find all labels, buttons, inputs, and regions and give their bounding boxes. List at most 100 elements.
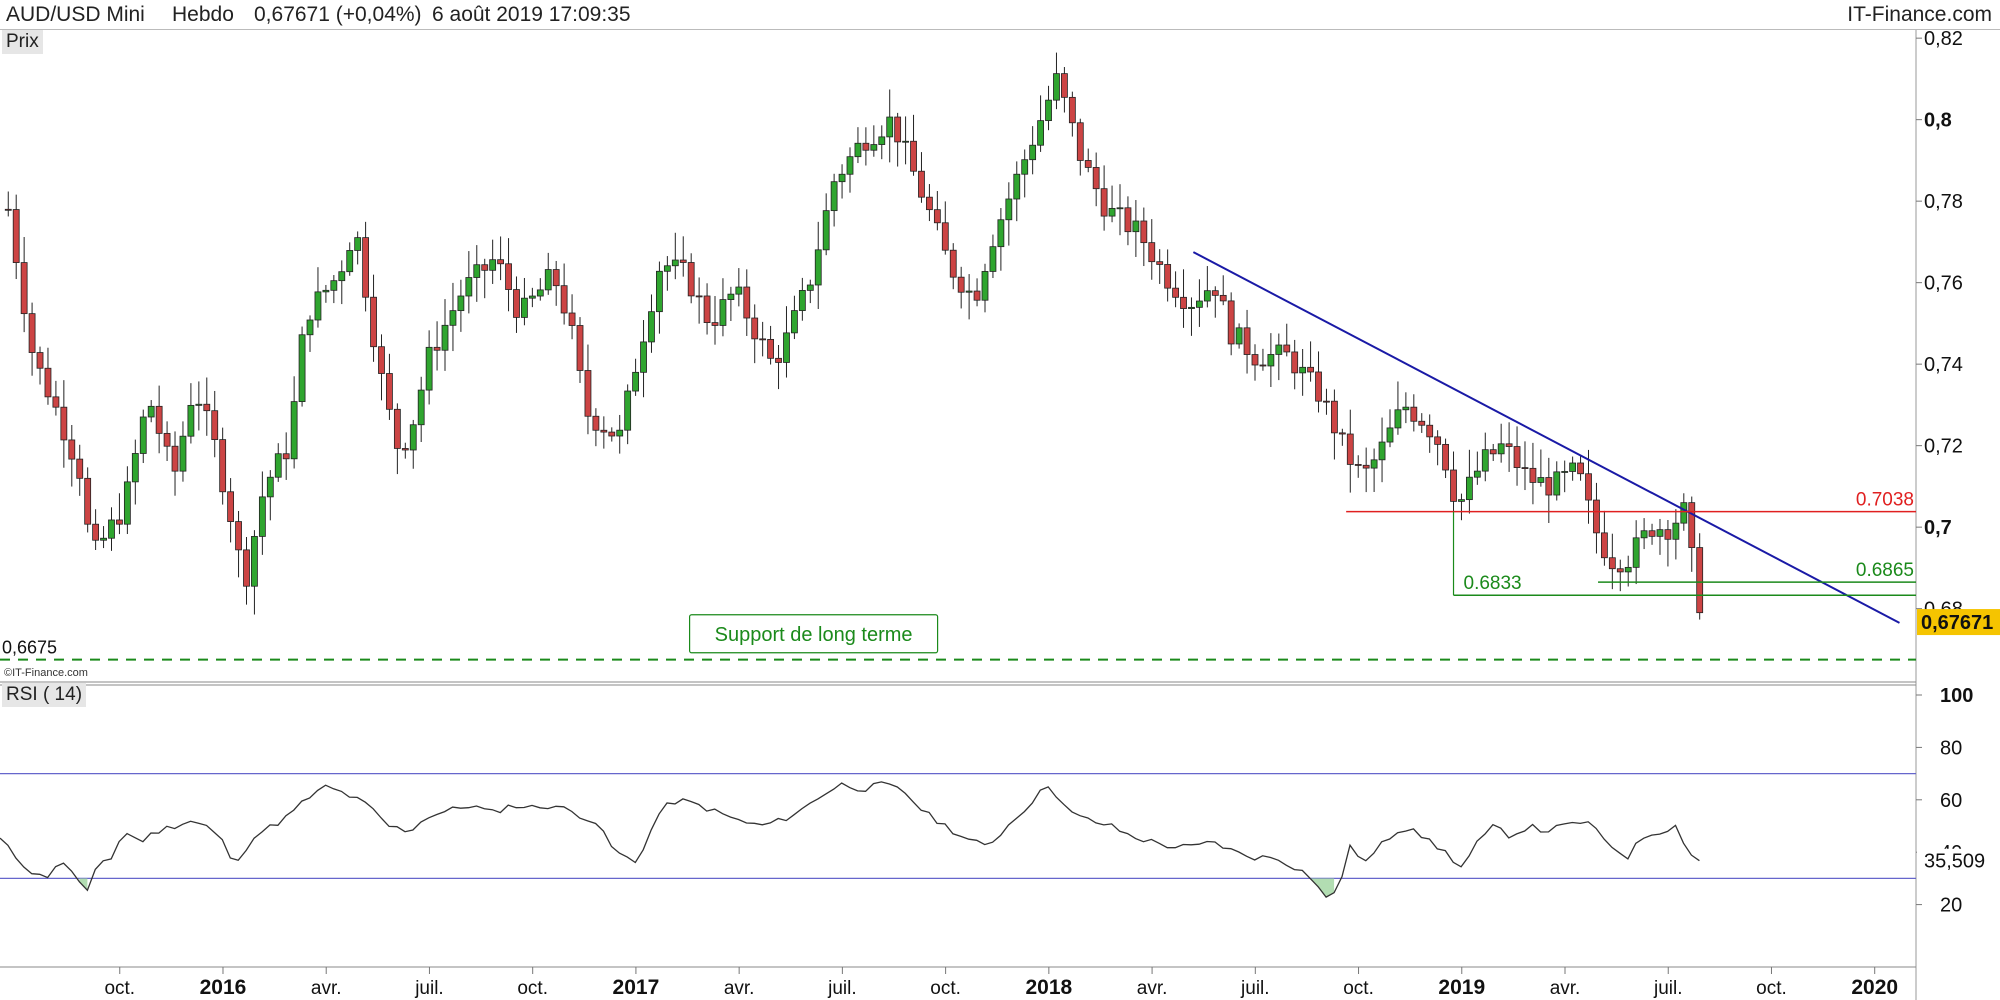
- candle-bull: [1624, 566, 1632, 573]
- candle-bull: [1481, 449, 1489, 472]
- chart-area[interactable]: 0,820,80,780,760,740,720,70,68 0.7038 0.…: [0, 30, 2000, 1000]
- candle-bull: [1299, 366, 1307, 374]
- candle-bull: [989, 246, 997, 272]
- candle-bear: [386, 373, 393, 410]
- rsi-oversold-fill: [79, 878, 1335, 898]
- candle-bull: [544, 269, 552, 291]
- candle-bear: [1061, 73, 1068, 98]
- candle-bull: [274, 453, 282, 478]
- candle-bull: [195, 403, 203, 406]
- candle-bear: [1227, 300, 1235, 345]
- candle-bull: [1267, 354, 1275, 367]
- support-box[interactable]: Support de long terme: [688, 614, 939, 654]
- last-price-background: [1917, 609, 2000, 636]
- x-tick-label: oct.: [930, 978, 961, 999]
- candle-bull: [814, 249, 822, 286]
- candle-bull: [1402, 406, 1410, 411]
- candle-bull: [449, 310, 457, 326]
- price-tick-label: 0,8: [1924, 110, 1952, 132]
- rsi-panel[interactable]: 10080604020 35,509: [0, 685, 2000, 917]
- level-label-0.6865: 0.6865: [1856, 560, 1914, 581]
- last-price-text: 0,67671: [1921, 612, 1993, 634]
- candle-bear: [362, 237, 370, 298]
- candle-bull: [1021, 159, 1029, 175]
- candle-bull: [1640, 530, 1648, 539]
- candle-bull: [671, 259, 679, 267]
- x-tick-label: oct.: [517, 978, 548, 999]
- candle-bear: [743, 286, 751, 319]
- candle-bear: [393, 408, 401, 449]
- resistance-label: 0.7038: [1856, 490, 1914, 511]
- candle-bear: [1418, 420, 1426, 426]
- candle-bull: [798, 289, 806, 311]
- candle-bull: [306, 319, 314, 336]
- candle-bear: [243, 549, 250, 587]
- candle-bear: [84, 477, 92, 525]
- x-tick-label: 2018: [1025, 976, 1072, 999]
- candle-bull: [489, 259, 497, 271]
- candle-bull: [616, 429, 624, 437]
- candle-bear: [957, 276, 965, 293]
- candle-bear: [1251, 354, 1259, 366]
- price-change-label: 0,67671 (+0,04%): [254, 3, 422, 26]
- candle-bear: [910, 140, 917, 172]
- period-label[interactable]: Hebdo: [172, 3, 234, 26]
- price-tick-label: 0,74: [1924, 354, 1963, 376]
- candle-bull: [981, 271, 989, 301]
- candle-bull: [1458, 499, 1465, 502]
- candle-bear: [401, 448, 409, 451]
- candle-bull: [870, 144, 878, 151]
- candle-bear: [44, 367, 52, 398]
- x-tick-label: 2020: [1851, 976, 1898, 999]
- candle-bull: [997, 219, 1005, 248]
- candle-bear: [52, 396, 60, 408]
- candle-bull: [902, 140, 909, 143]
- candle-bull: [1370, 459, 1378, 469]
- candle-bear: [926, 196, 933, 211]
- candle-bear: [1315, 371, 1322, 402]
- price-tick-label: 0,72: [1924, 436, 1963, 458]
- candle-bull: [1537, 477, 1545, 483]
- candle-bull: [648, 311, 655, 343]
- candle-bull: [640, 341, 647, 373]
- rsi-last-value-tag: 35,509: [1917, 848, 2000, 873]
- candle-bear: [687, 262, 695, 297]
- candle-bull: [1386, 427, 1394, 443]
- price-tick-label: 0,7: [1924, 517, 1952, 539]
- candle-bull: [417, 389, 425, 426]
- downtrend-line[interactable]: [1192, 251, 1900, 624]
- candle-bear: [1593, 499, 1600, 534]
- candle-bear: [894, 116, 902, 143]
- candle-bear: [576, 325, 584, 371]
- candle-bull: [330, 280, 338, 291]
- x-tick-label: avr.: [311, 978, 342, 999]
- level-label-0.6833: 0.6833: [1464, 573, 1522, 594]
- candle-bull: [322, 289, 330, 293]
- candle-bull: [1656, 529, 1664, 537]
- candle-bear: [1164, 264, 1172, 289]
- candle-bull: [719, 299, 727, 326]
- brand-label[interactable]: IT-Finance.com: [1847, 3, 1992, 26]
- price-plot-background: [0, 30, 1916, 682]
- candle-bull: [251, 536, 258, 587]
- candle-bull: [830, 181, 838, 212]
- symbol-label[interactable]: AUD/USD Mini: [6, 3, 145, 26]
- rsi-y-axis: 10080604020: [1916, 685, 1973, 917]
- candle-bull: [441, 324, 449, 351]
- candle-bear: [1450, 469, 1457, 502]
- rsi-line[interactable]: [0, 781, 1700, 898]
- candle-bear: [552, 269, 560, 287]
- candle-bull: [258, 496, 266, 537]
- candle-bull: [187, 404, 195, 437]
- candle-bear: [1180, 296, 1187, 309]
- last-price-tag: 0,67671: [1917, 609, 2000, 636]
- candle-bull: [846, 156, 854, 175]
- candle-bull: [886, 116, 894, 138]
- x-tick-label: avr.: [724, 978, 755, 999]
- candle-bear: [1442, 443, 1449, 471]
- candle-bull: [473, 264, 481, 278]
- candle-bear: [20, 262, 28, 315]
- candle-bear: [584, 370, 592, 417]
- candle-bear: [679, 259, 687, 263]
- price-panel[interactable]: 0,820,80,780,760,740,720,70,68 0.7038 0.…: [0, 30, 2000, 1000]
